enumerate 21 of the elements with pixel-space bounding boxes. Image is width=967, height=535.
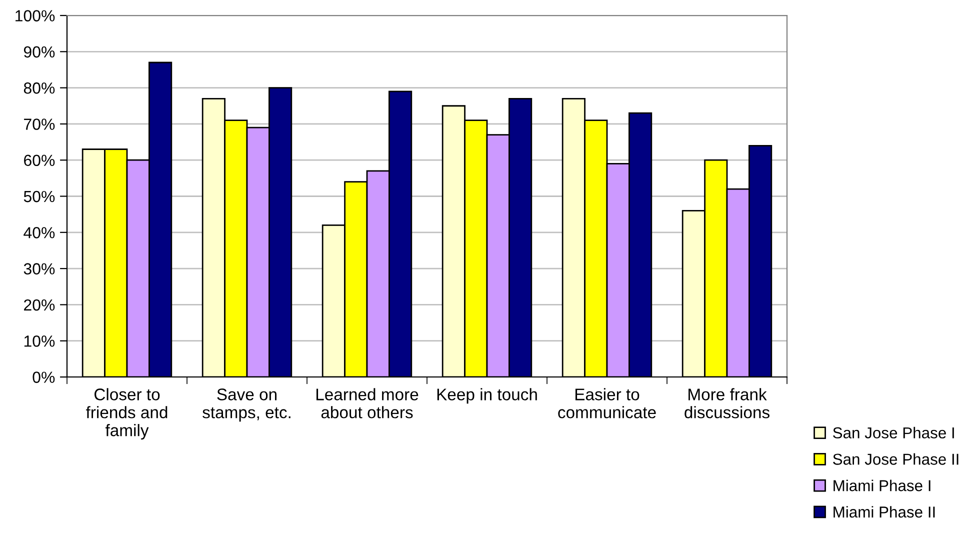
y-tick-label: 60% (24, 154, 55, 166)
legend-label: Miami Phase II (834, 506, 935, 518)
y-tick-label: 10% (24, 335, 55, 347)
x-tick-label: Closer to friends and family (86, 388, 168, 440)
legend-label: San Jose Phase I (833, 426, 954, 438)
y-tick-label: 20% (24, 299, 55, 311)
x-tick-label: Learned more about others (316, 388, 418, 418)
x-tick-label: Keep in touch (437, 388, 537, 404)
x-tick-label: More frank discussions (684, 388, 770, 418)
y-tick-label: 0% (32, 372, 55, 383)
x-tick-label: Easier to communicate (558, 388, 656, 418)
y-tick-label: 90% (24, 46, 55, 58)
y-tick-label: 80% (24, 82, 55, 94)
y-tick-label: 100% (16, 10, 55, 22)
legend-label: San Jose Phase II (833, 453, 958, 465)
y-tick-label: 50% (24, 190, 55, 202)
y-tick-label: 30% (24, 263, 55, 274)
legend-label: Miami Phase I (834, 480, 930, 492)
y-tick-label: 70% (24, 118, 55, 130)
y-tick-label: 40% (24, 227, 55, 238)
x-tick-label: Save on stamps, etc. (202, 388, 290, 422)
